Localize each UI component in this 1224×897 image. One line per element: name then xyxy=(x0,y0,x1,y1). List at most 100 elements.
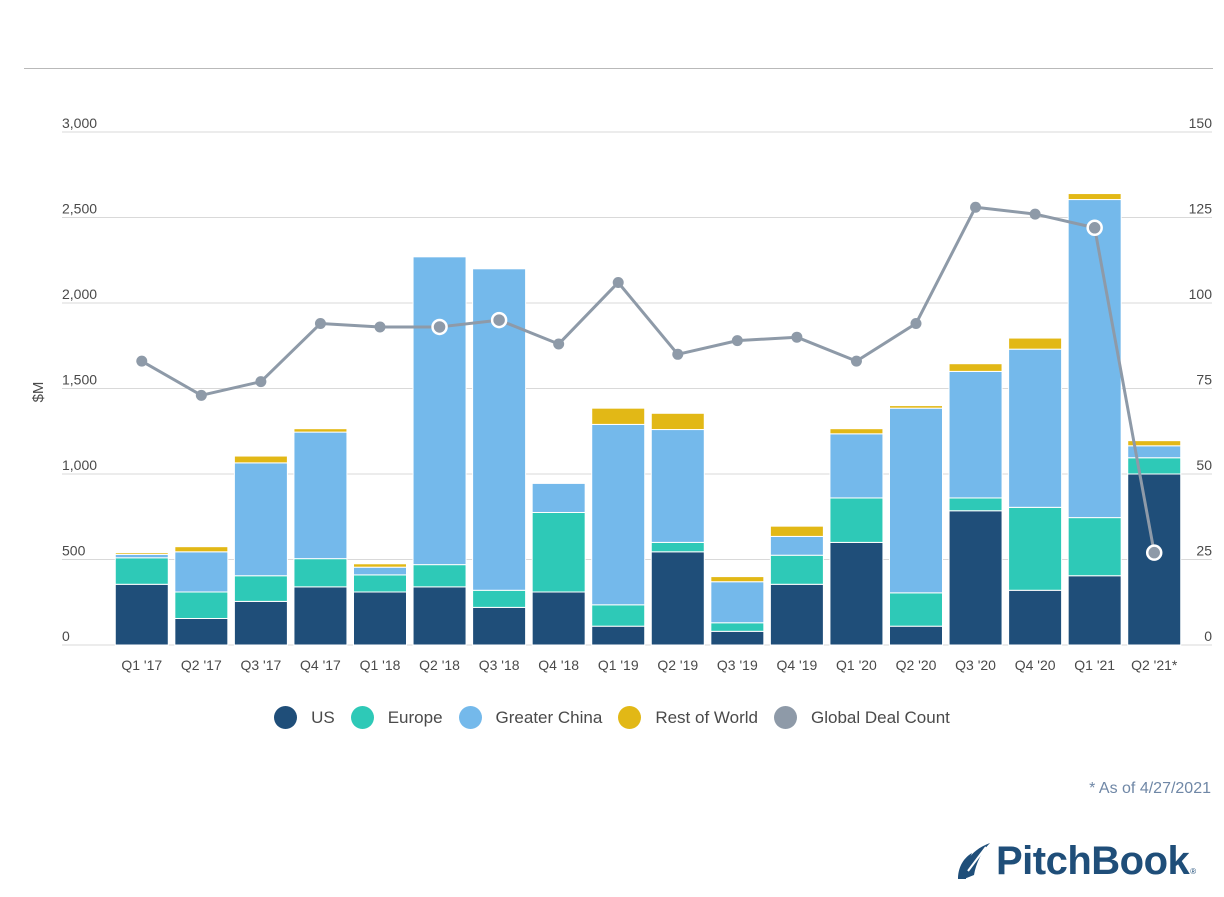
bar-rest-of-world[interactable] xyxy=(889,405,943,409)
deal-count-point[interactable] xyxy=(490,311,508,329)
bar-europe[interactable] xyxy=(114,557,169,585)
legend-label-rest-of-world: Rest of World xyxy=(655,707,758,727)
bar-greater-china[interactable] xyxy=(293,431,348,560)
bar-europe[interactable] xyxy=(710,622,765,632)
bar-rest-of-world[interactable] xyxy=(233,455,288,464)
bar-europe[interactable] xyxy=(650,541,705,553)
bar-europe[interactable] xyxy=(948,497,1003,512)
bar-greater-china[interactable] xyxy=(1067,199,1122,519)
bar-europe[interactable] xyxy=(1127,457,1182,475)
bar-greater-china[interactable] xyxy=(650,429,705,543)
legend-item-global-deal-count[interactable]: Global Deal Count xyxy=(773,706,950,729)
deal-count-point[interactable] xyxy=(791,331,803,343)
bar-greater-china[interactable] xyxy=(412,256,467,566)
bar-us[interactable] xyxy=(889,625,943,646)
deal-count-point[interactable] xyxy=(672,348,684,360)
bar-europe[interactable] xyxy=(829,497,884,543)
deal-count-point[interactable] xyxy=(195,389,207,401)
bar-rest-of-world[interactable] xyxy=(353,563,407,568)
legend-item-rest-of-world[interactable]: Rest of World xyxy=(618,706,758,729)
bar-europe[interactable] xyxy=(174,591,229,619)
bar-europe[interactable] xyxy=(769,554,824,585)
deal-count-point[interactable] xyxy=(910,318,922,330)
deal-count-point[interactable] xyxy=(1086,219,1103,237)
bar-us[interactable] xyxy=(1008,589,1063,646)
bar-rest-of-world[interactable] xyxy=(1008,337,1063,350)
deal-count-point[interactable] xyxy=(431,318,448,336)
bar-greater-china[interactable] xyxy=(174,551,229,593)
bar-rest-of-world[interactable] xyxy=(829,428,884,435)
bar-us[interactable] xyxy=(531,591,586,646)
bar-greater-china[interactable] xyxy=(531,482,586,513)
bar-greater-china[interactable] xyxy=(1008,348,1063,508)
bar-rest-of-world[interactable] xyxy=(948,363,1003,372)
bar-us[interactable] xyxy=(174,617,229,646)
bar-rest-of-world[interactable] xyxy=(114,552,169,555)
bar-rest-of-world[interactable] xyxy=(650,412,705,431)
deal-count-point[interactable] xyxy=(553,338,565,350)
bar-us[interactable] xyxy=(1067,575,1122,646)
bar-us[interactable] xyxy=(293,586,348,646)
bar-europe[interactable] xyxy=(233,575,288,602)
bar-europe[interactable] xyxy=(1008,506,1063,591)
x-tick-label: Q2 '19 xyxy=(657,657,698,673)
bar-europe[interactable] xyxy=(412,564,467,588)
bar-rest-of-world[interactable] xyxy=(710,576,765,583)
bar-rest-of-world[interactable] xyxy=(1127,440,1182,447)
bar-us[interactable] xyxy=(650,551,705,646)
bar-europe[interactable] xyxy=(353,574,407,593)
legend-item-us[interactable]: US xyxy=(274,706,335,729)
y2-tick-label: 75 xyxy=(1196,372,1212,388)
bar-greater-china[interactable] xyxy=(769,535,824,556)
bar-rest-of-world[interactable] xyxy=(591,407,646,425)
deal-count-point[interactable] xyxy=(731,335,743,347)
bar-us[interactable] xyxy=(412,586,467,646)
deal-count-point[interactable] xyxy=(136,355,148,367)
bar-us[interactable] xyxy=(591,625,646,646)
bar-europe[interactable] xyxy=(472,589,527,608)
bar-greater-china[interactable] xyxy=(710,581,765,624)
legend-swatch-us xyxy=(274,706,298,729)
bar-rest-of-world[interactable] xyxy=(1067,193,1122,201)
deal-count-point[interactable] xyxy=(255,376,267,388)
bar-greater-china[interactable] xyxy=(889,407,943,594)
bar-us[interactable] xyxy=(472,606,527,646)
bar-rest-of-world[interactable] xyxy=(174,546,229,553)
y2-tick-label: 125 xyxy=(1189,201,1213,217)
bar-us[interactable] xyxy=(114,583,169,646)
deal-count-point[interactable] xyxy=(1145,544,1163,561)
bar-europe[interactable] xyxy=(889,592,943,627)
bar-europe[interactable] xyxy=(531,511,586,593)
bar-greater-china[interactable] xyxy=(591,423,646,606)
bar-europe[interactable] xyxy=(1067,517,1122,577)
bar-greater-china[interactable] xyxy=(353,566,407,576)
bar-us[interactable] xyxy=(710,630,765,646)
bar-us[interactable] xyxy=(769,583,824,646)
deal-count-point[interactable] xyxy=(850,355,862,367)
bar-rest-of-world[interactable] xyxy=(293,428,348,433)
deal-count-point[interactable] xyxy=(1029,208,1041,220)
bar-greater-china[interactable] xyxy=(233,462,288,577)
bar-us[interactable] xyxy=(948,510,1003,646)
bar-greater-china[interactable] xyxy=(829,433,884,499)
bar-us[interactable] xyxy=(353,591,407,646)
bar-europe[interactable] xyxy=(293,558,348,588)
bar-greater-china[interactable] xyxy=(948,370,1003,499)
legend-swatch-rest-of-world xyxy=(618,706,642,729)
deal-count-point[interactable] xyxy=(374,321,386,333)
x-tick-label: Q1 '18 xyxy=(360,657,401,673)
deal-count-point[interactable] xyxy=(612,276,624,288)
bar-greater-china[interactable] xyxy=(114,553,169,559)
bar-us[interactable] xyxy=(829,541,884,646)
bar-europe[interactable] xyxy=(591,604,646,627)
legend-item-greater-china[interactable]: Greater China xyxy=(458,706,602,729)
deal-count-point[interactable] xyxy=(970,201,982,213)
y-tick-label: 3,000 xyxy=(62,115,97,131)
y2-tick-label: 150 xyxy=(1189,115,1213,131)
y2-tick-label: 0 xyxy=(1204,628,1212,644)
bar-rest-of-world[interactable] xyxy=(769,525,824,537)
bar-us[interactable] xyxy=(233,600,288,646)
deal-count-point[interactable] xyxy=(314,318,326,330)
y2-tick-label: 25 xyxy=(1196,543,1212,559)
legend-item-europe[interactable]: Europe xyxy=(350,706,443,729)
